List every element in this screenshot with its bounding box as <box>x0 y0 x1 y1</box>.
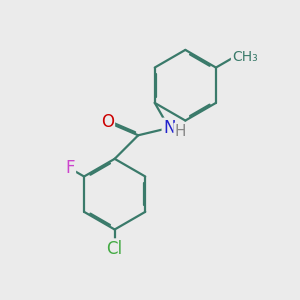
Text: CH₃: CH₃ <box>232 50 258 64</box>
Text: O: O <box>101 113 114 131</box>
Text: H: H <box>175 124 186 139</box>
Text: F: F <box>65 159 75 177</box>
Text: N: N <box>163 119 175 137</box>
Text: Cl: Cl <box>106 240 123 258</box>
